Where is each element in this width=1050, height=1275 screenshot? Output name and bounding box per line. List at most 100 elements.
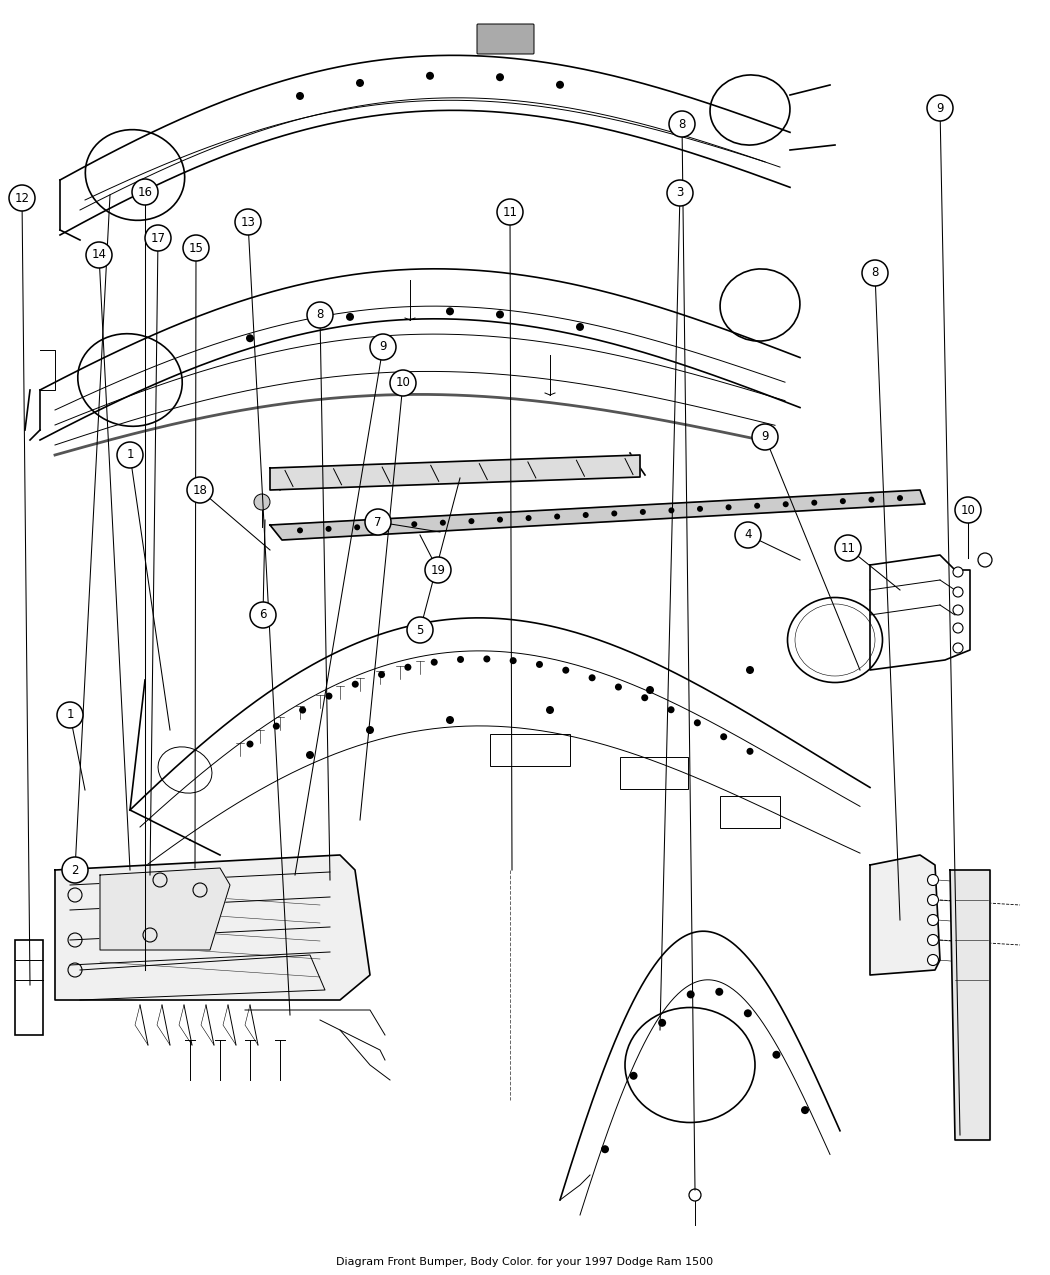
Circle shape [646,686,654,694]
Text: 9: 9 [937,102,944,115]
Circle shape [296,92,304,99]
Circle shape [354,524,360,530]
Circle shape [611,510,617,516]
Text: Diagram Front Bumper, Body Color. for your 1997 Dodge Ram 1500: Diagram Front Bumper, Body Color. for yo… [336,1257,714,1267]
Circle shape [601,1145,609,1153]
Circle shape [483,655,490,663]
Text: 19: 19 [430,564,445,576]
Circle shape [667,180,693,207]
Circle shape [897,495,903,501]
Circle shape [747,748,754,755]
Text: 17: 17 [150,232,166,245]
Polygon shape [270,455,640,490]
Circle shape [669,111,695,136]
Circle shape [346,312,354,321]
Circle shape [468,518,475,524]
Circle shape [687,991,695,998]
Circle shape [235,209,261,235]
Circle shape [132,179,158,205]
Circle shape [978,553,992,567]
Circle shape [412,521,417,528]
Circle shape [366,725,374,734]
Text: 11: 11 [840,542,856,555]
Text: 8: 8 [678,117,686,130]
Circle shape [927,895,939,905]
Circle shape [145,224,171,251]
Circle shape [589,674,595,681]
Polygon shape [870,856,940,975]
Circle shape [835,536,861,561]
Circle shape [496,311,504,319]
Circle shape [457,655,464,663]
Text: 15: 15 [189,241,204,255]
Polygon shape [950,870,990,1140]
Circle shape [956,497,981,523]
Circle shape [9,185,35,210]
Text: 9: 9 [761,431,769,444]
Circle shape [254,493,270,510]
Polygon shape [55,856,370,1000]
Circle shape [927,875,939,886]
Circle shape [726,505,732,510]
Circle shape [697,506,704,511]
Circle shape [496,73,504,82]
Circle shape [735,521,761,548]
Circle shape [746,666,754,674]
Bar [490,734,570,766]
Circle shape [306,751,314,759]
Circle shape [57,703,83,728]
Text: 7: 7 [374,515,382,529]
Circle shape [356,79,364,87]
Circle shape [752,425,778,450]
Circle shape [615,683,622,691]
Circle shape [426,71,434,80]
Text: 8: 8 [316,309,323,321]
Circle shape [425,557,451,583]
Circle shape [689,1190,701,1201]
Circle shape [404,664,412,671]
Circle shape [658,1019,666,1026]
Circle shape [546,706,554,714]
Circle shape [187,477,213,504]
Text: 12: 12 [15,191,29,204]
Polygon shape [100,868,230,950]
Circle shape [563,667,569,673]
Circle shape [554,514,560,519]
Circle shape [446,717,454,724]
Circle shape [183,235,209,261]
Circle shape [642,694,648,701]
Bar [15,940,43,1035]
Circle shape [246,334,254,342]
Text: 2: 2 [71,863,79,876]
Circle shape [250,602,276,629]
Circle shape [497,516,503,523]
Text: 13: 13 [240,215,255,228]
Circle shape [669,507,674,514]
Circle shape [446,307,454,315]
Circle shape [382,523,388,529]
Circle shape [668,706,674,713]
Circle shape [407,617,433,643]
Text: 8: 8 [872,266,879,279]
Circle shape [630,1072,637,1080]
Circle shape [927,955,939,965]
Circle shape [273,723,279,729]
Circle shape [927,935,939,946]
Text: 14: 14 [91,249,106,261]
Circle shape [639,509,646,515]
Bar [720,796,780,827]
Circle shape [743,1010,752,1017]
Circle shape [352,681,359,687]
Polygon shape [270,490,925,541]
Circle shape [378,671,385,678]
Circle shape [536,660,543,668]
Circle shape [840,499,846,504]
Circle shape [782,501,789,507]
Circle shape [326,525,332,532]
Bar [620,757,688,789]
Text: 18: 18 [192,483,208,496]
Text: 1: 1 [126,449,133,462]
Circle shape [953,643,963,653]
Circle shape [773,1051,780,1058]
Circle shape [953,606,963,615]
